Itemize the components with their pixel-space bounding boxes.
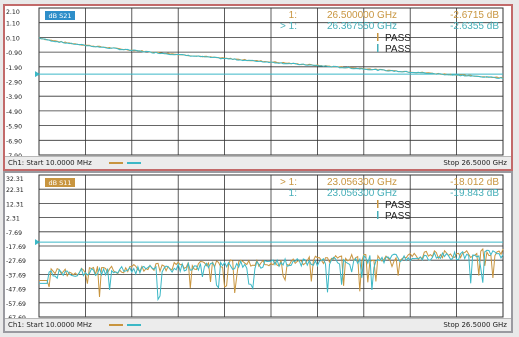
bottom-y-tick-label: -67.69 xyxy=(6,315,26,319)
s11-y-axis-labels: 32.31 22.31 12.31 2.31 -7.69 -17.69 -27.69 -37.… xyxy=(6,176,26,319)
top-marker-frequency: 26.500000 GHz xyxy=(327,10,397,21)
bottom-y-tick-label: 12.31 xyxy=(6,201,24,208)
bottom-marker-frequency: 23.056300 GHz xyxy=(327,177,397,188)
top-y-tick-label: -0.90 xyxy=(6,50,22,57)
s11-trace-badge[interactable] xyxy=(45,178,75,187)
bottom-y-tick-label: 32.31 xyxy=(6,176,24,183)
s11-grid xyxy=(38,174,504,318)
bottom-marker-value: -18.012 dB xyxy=(450,177,499,188)
top-pass-label: PASS xyxy=(385,44,411,55)
bottom-pass-color-bar xyxy=(377,211,379,219)
top-y-tick-label: -2.90 xyxy=(6,80,22,87)
trace-a-swatch xyxy=(109,162,123,164)
top-pass-label: PASS xyxy=(385,33,411,44)
top-y-tick-label: 2.10 xyxy=(6,9,20,16)
top-y-tick-label: -5.90 xyxy=(6,124,22,131)
s21-grid xyxy=(38,7,504,156)
s11-reference-arrow[interactable] xyxy=(35,239,40,246)
s21-footer-start: Ch1: Start 10.0000 MHz xyxy=(8,159,92,167)
bottom-y-tick-label: -37.69 xyxy=(6,272,26,279)
top-marker-frequency: 26.367550 GHz xyxy=(327,21,397,32)
s21-footer-stop: Stop 26.5000 GHz xyxy=(443,159,507,167)
top-y-tick-label: -7.90 xyxy=(6,153,22,157)
bottom-y-tick-label: 22.31 xyxy=(6,187,24,194)
top-pass-color-bar xyxy=(377,44,379,52)
bottom-marker-value: -19.843 dB xyxy=(450,188,499,199)
s11-footer-start: Ch1: Start 10.0000 MHz xyxy=(8,321,92,329)
top-marker-prefix: 1: xyxy=(289,10,297,21)
top-pass-color-bar xyxy=(377,33,379,41)
bottom-marker-prefix: > 1: xyxy=(280,177,297,188)
bottom-pass-color-bar xyxy=(377,200,379,208)
trace-b-swatch xyxy=(127,324,141,326)
top-y-tick-label: -3.90 xyxy=(6,94,22,101)
top-y-tick-label: 0.10 xyxy=(6,35,20,42)
s21-trace-badge-label: dB S21 xyxy=(48,12,71,20)
s21-reference-arrow[interactable] xyxy=(35,71,40,78)
top-y-tick-label: -1.90 xyxy=(6,65,22,72)
bottom-y-tick-label: -27.69 xyxy=(6,258,26,265)
s11-trace-b xyxy=(39,249,504,302)
top-y-tick-label: 1.10 xyxy=(6,21,20,28)
top-marker-value: -2.6355 dB xyxy=(450,21,499,32)
s21-channel-footer: Ch1: Start 10.0000 MHz Stop 26.5000 GHz xyxy=(5,156,511,169)
s11-trace-badge-label: dB S11 xyxy=(48,179,71,187)
bottom-pass-label: PASS xyxy=(385,211,411,222)
top-marker-prefix: > 1: xyxy=(280,21,297,32)
bottom-y-tick-label: -47.69 xyxy=(6,287,26,294)
s21-trace-window[interactable]: 2.10 1.10 0.10 -0.90 -1.90 -2.90 -3.90 -4.90 -5.… xyxy=(3,4,513,171)
s11-trace-window[interactable]: 32.31 22.31 12.31 2.31 -7.69 -17.69 -27.69 -37.… xyxy=(3,171,513,333)
s11-plot[interactable]: 32.31 22.31 12.31 2.31 -7.69 -17.69 -27.69 -37.… xyxy=(5,173,511,319)
s21-marker-readouts: 1: 26.500000 GHz -2.6715 dB > 1: 26.367550 G… xyxy=(280,10,499,32)
top-marker-value: -2.6715 dB xyxy=(450,10,499,21)
s11-channel-footer: Ch1: Start 10.0000 MHz Stop 26.5000 GHz xyxy=(5,318,511,331)
bottom-marker-frequency: 23.056300 GHz xyxy=(327,188,397,199)
top-y-tick-label: -6.90 xyxy=(6,138,22,145)
s21-plot[interactable]: 2.10 1.10 0.10 -0.90 -1.90 -2.90 -3.90 -4.90 -5.… xyxy=(5,6,511,157)
s11-footer-stop: Stop 26.5000 GHz xyxy=(443,321,507,329)
s21-trace-badge[interactable] xyxy=(45,11,75,20)
bottom-pass-label: PASS xyxy=(385,200,411,211)
top-y-tick-label: -4.90 xyxy=(6,109,22,116)
bottom-y-tick-label: -7.69 xyxy=(6,230,22,237)
bottom-y-tick-label: -17.69 xyxy=(6,244,26,251)
bottom-y-tick-label: 2.31 xyxy=(6,216,20,223)
s11-marker-readouts: > 1: 23.056300 GHz -18.012 dB 1: 23.056300 G… xyxy=(280,177,499,199)
bottom-y-tick-label: -57.69 xyxy=(6,301,26,308)
trace-a-swatch xyxy=(109,324,123,326)
s21-y-axis-labels: 2.10 1.10 0.10 -0.90 -1.90 -2.90 -3.90 -4.90 -5.… xyxy=(6,9,22,157)
trace-b-swatch xyxy=(127,162,141,164)
s21-trace-b xyxy=(38,37,504,80)
bottom-marker-prefix: 1: xyxy=(289,188,297,199)
